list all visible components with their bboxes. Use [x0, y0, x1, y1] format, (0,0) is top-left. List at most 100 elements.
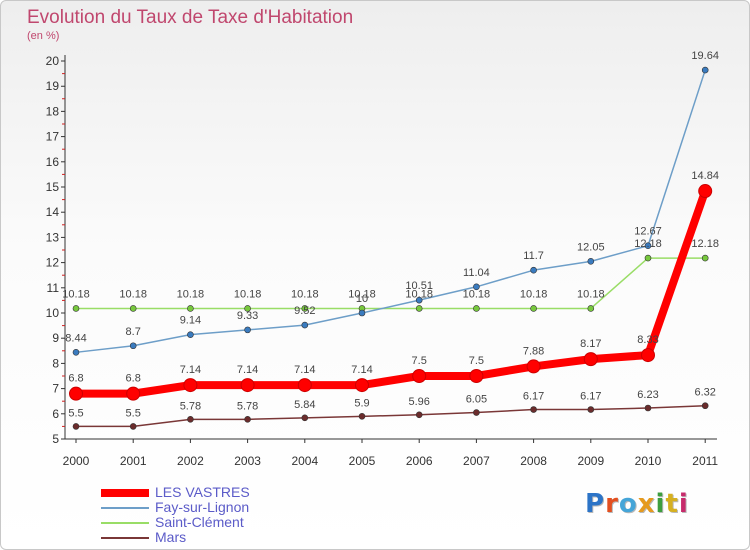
data-point — [301, 321, 309, 329]
data-label: 6.8 — [68, 373, 83, 385]
data-label: 10.18 — [234, 288, 262, 300]
chart-title: Evolution du Taux de Taxe d'Habitation — [27, 7, 354, 28]
logo-letter: t — [665, 489, 679, 519]
logo-letter: x — [637, 489, 656, 519]
legend-swatch — [101, 489, 149, 497]
data-label: 8.33 — [637, 334, 658, 346]
data-point — [301, 305, 309, 312]
legend-label: Fay-sur-Lignon — [155, 499, 250, 515]
y-tick-label: 17 — [46, 130, 60, 144]
y-tick-label: 6 — [52, 407, 59, 421]
data-point — [415, 296, 423, 304]
data-point — [587, 258, 595, 265]
legend-label: Mars — [155, 529, 187, 545]
data-point — [129, 305, 137, 312]
data-point — [240, 378, 255, 393]
data-label: 7.14 — [237, 364, 258, 376]
series-line — [75, 69, 706, 354]
data-point — [473, 305, 480, 312]
x-tick-label: 2002 — [177, 454, 204, 468]
data-point — [644, 242, 652, 250]
series-line — [72, 187, 710, 398]
data-point — [72, 349, 80, 356]
legend-swatch — [101, 507, 149, 509]
data-label: 5.78 — [237, 400, 258, 412]
data-point — [530, 406, 537, 413]
data-point — [301, 414, 309, 422]
data-label: 7.5 — [412, 355, 427, 367]
data-label: 10.18 — [177, 288, 205, 300]
x-tick-label: 2000 — [63, 454, 90, 468]
data-point — [244, 305, 251, 312]
data-point — [473, 409, 480, 416]
x-tick-label: 2008 — [520, 454, 547, 468]
data-label: 6.23 — [637, 389, 658, 401]
data-label: 7.14 — [180, 364, 201, 376]
x-tick-label: 2007 — [463, 454, 490, 468]
x-tick-label: 2005 — [349, 454, 376, 468]
data-label: 5.9 — [354, 397, 369, 409]
series-line — [75, 257, 706, 310]
logo-letter: P — [585, 489, 606, 519]
data-point — [587, 305, 595, 312]
x-tick-label: 2009 — [577, 454, 604, 468]
data-point — [698, 184, 713, 199]
x-tick-label: 2010 — [635, 454, 662, 468]
data-label: 6.32 — [694, 387, 715, 399]
data-label: 9.52 — [294, 305, 315, 317]
data-label: 7.14 — [294, 364, 315, 376]
legend-label: Saint-Clément — [155, 514, 244, 530]
data-label: 14.84 — [691, 170, 719, 182]
data-point — [297, 378, 312, 393]
y-tick-label: 18 — [46, 104, 60, 118]
x-tick-label: 2004 — [291, 454, 318, 468]
data-label: 10 — [356, 293, 368, 305]
legend-swatch — [101, 522, 149, 524]
data-point — [358, 413, 366, 420]
data-point — [244, 416, 251, 423]
y-tick-label: 8 — [52, 356, 59, 370]
data-label: 8.17 — [580, 338, 601, 350]
data-point — [415, 305, 423, 312]
data-label: 7.88 — [523, 345, 544, 357]
logo-letter: o — [618, 489, 638, 519]
data-label: 6.05 — [466, 394, 487, 406]
data-label: 8.44 — [65, 332, 86, 344]
y-tick-label: 9 — [52, 331, 59, 345]
data-point — [187, 305, 194, 312]
data-label: 7.14 — [351, 364, 372, 376]
data-label: 5.96 — [408, 396, 429, 408]
logo-letter: r — [605, 489, 619, 519]
data-label: 6.8 — [126, 373, 141, 385]
data-label: 5.5 — [126, 407, 141, 419]
data-point — [583, 352, 598, 367]
data-label: 19.64 — [691, 50, 719, 62]
y-tick-label: 19 — [46, 79, 60, 93]
data-point — [530, 266, 537, 274]
y-tick-label: 11 — [47, 281, 60, 295]
data-label: 10.18 — [577, 288, 605, 300]
data-label: 10.18 — [348, 288, 376, 300]
data-point — [72, 423, 80, 430]
data-point — [530, 305, 537, 312]
data-point — [587, 406, 595, 413]
data-label: 10.18 — [405, 288, 433, 300]
data-label: 10.18 — [119, 288, 147, 300]
data-label: 6.17 — [523, 391, 544, 403]
y-tick-label: 10 — [46, 306, 60, 320]
data-label: 11.7 — [523, 250, 544, 262]
data-label: 12.67 — [634, 226, 662, 238]
data-label: 12.05 — [577, 241, 605, 253]
y-tick-label: 5 — [52, 432, 59, 446]
y-tick-label: 12 — [46, 256, 60, 270]
data-point — [412, 369, 427, 383]
data-label: 5.78 — [180, 400, 201, 412]
logo-letter: i — [678, 489, 689, 519]
data-label: 10.18 — [520, 288, 548, 300]
series-line — [75, 404, 706, 428]
data-point — [469, 369, 484, 383]
legend-label: LES VASTRES — [155, 484, 250, 500]
data-label: 7.5 — [469, 355, 484, 367]
